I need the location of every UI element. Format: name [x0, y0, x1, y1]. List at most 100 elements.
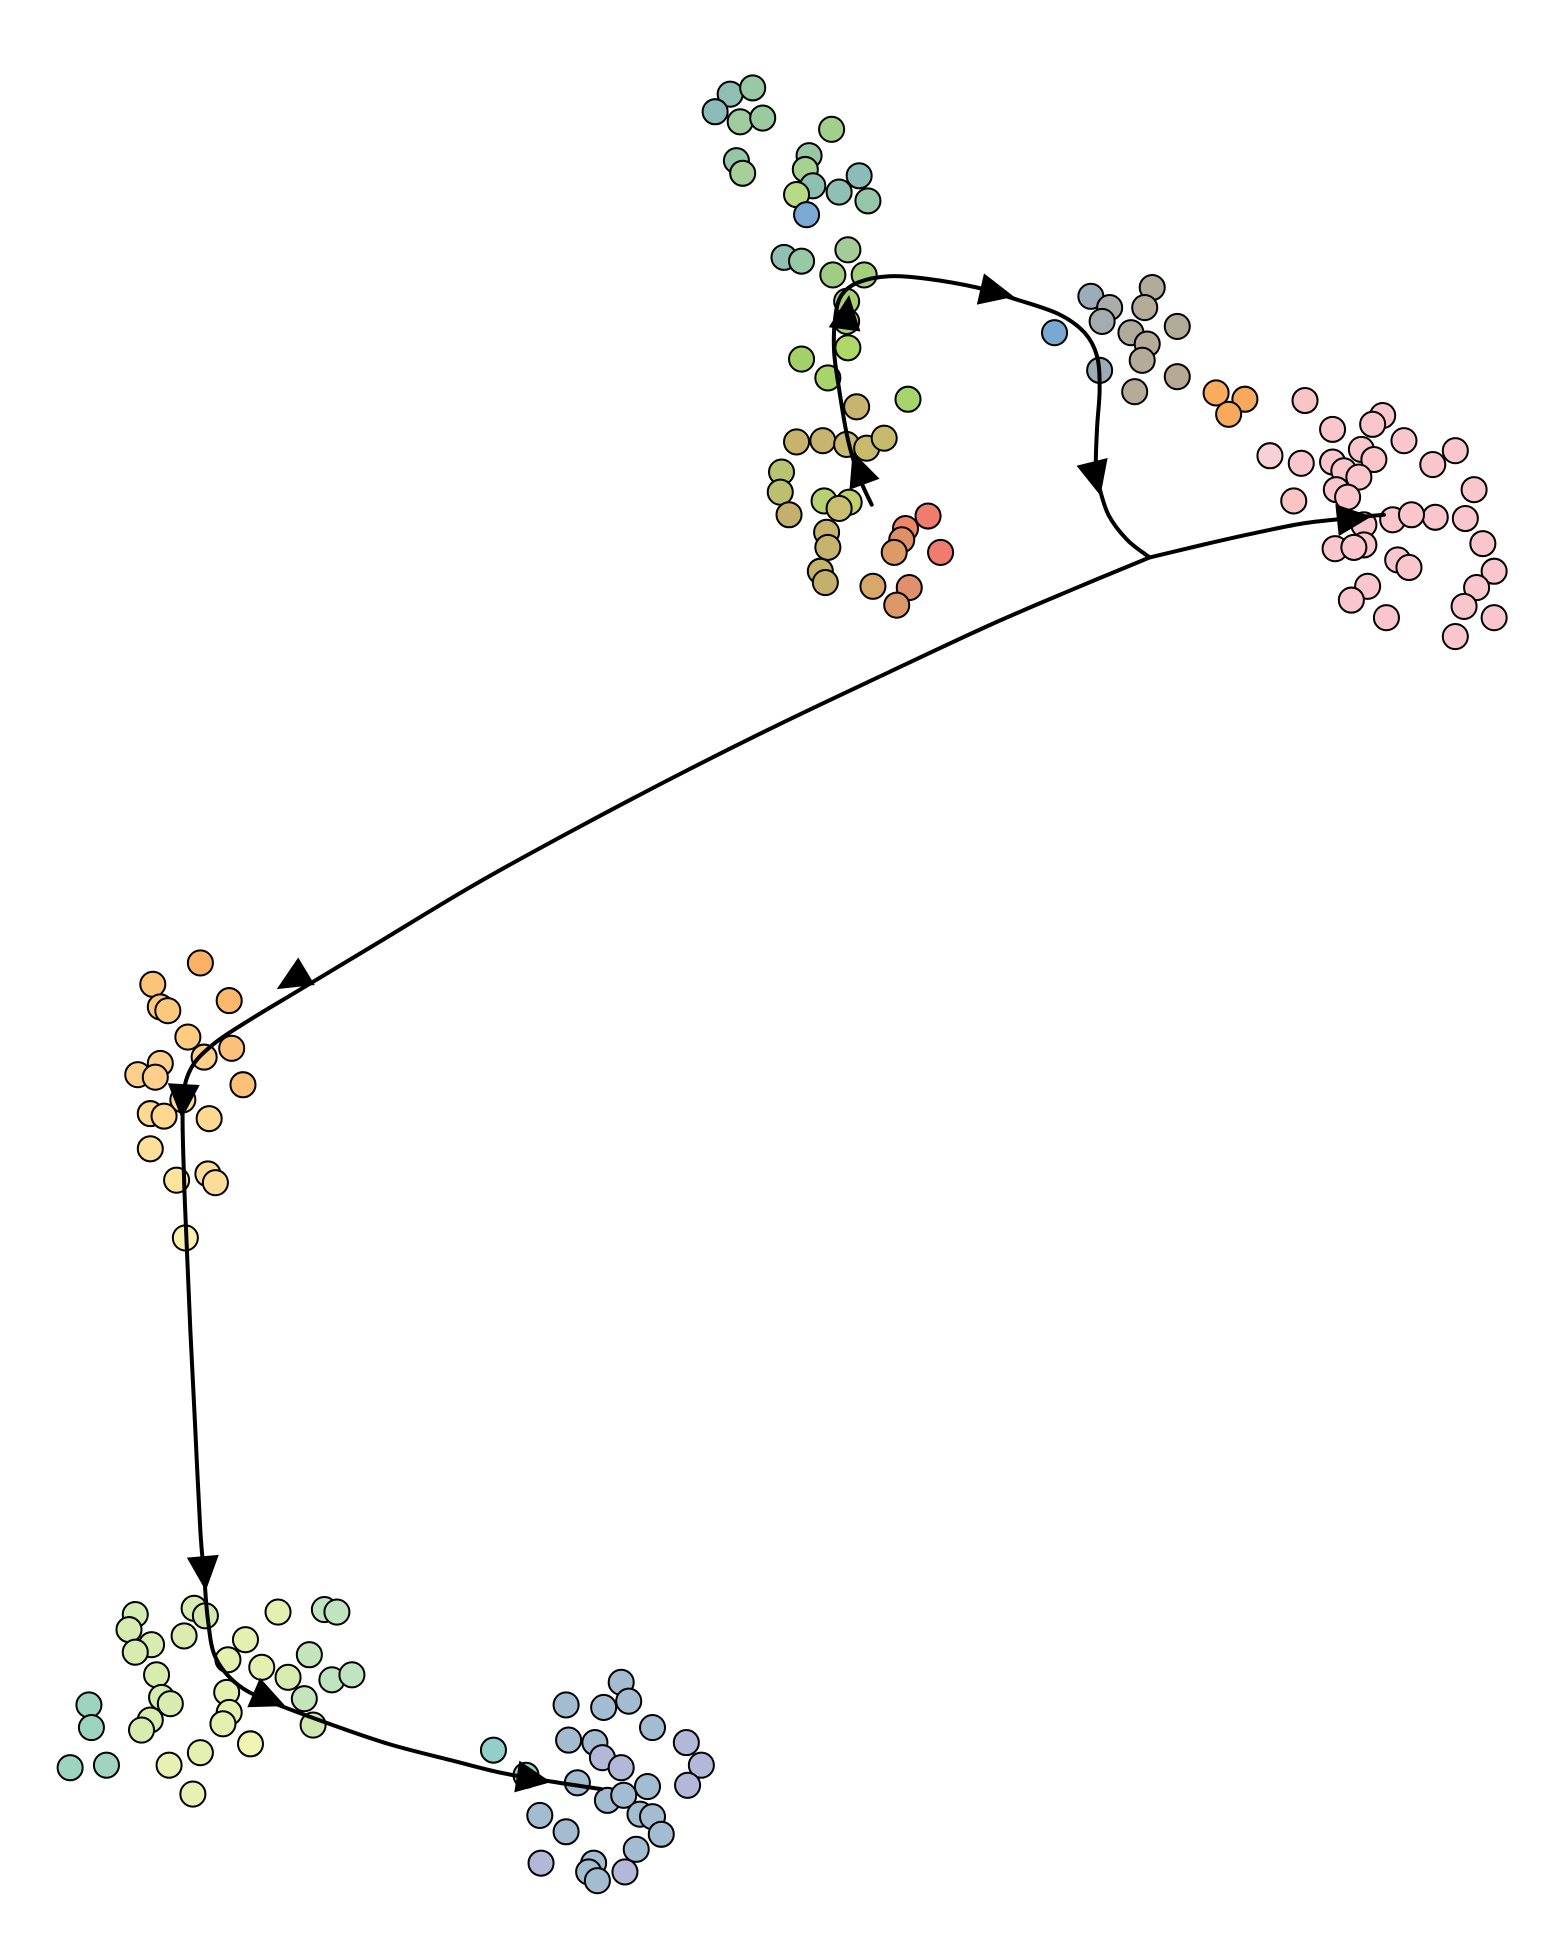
scatter-point — [726, 108, 754, 136]
scatter-point — [825, 494, 853, 523]
scatter-point — [186, 949, 214, 977]
scatter-point — [647, 1820, 675, 1848]
scatter-point — [1421, 503, 1449, 531]
trajectory-arrow-icon — [849, 451, 880, 490]
scatter-point — [1469, 530, 1497, 558]
scatter-point — [555, 1726, 583, 1754]
scatter-point — [927, 538, 955, 566]
scatter-point — [894, 385, 922, 413]
trajectory-arrow-icon — [1335, 504, 1372, 537]
scatter-point — [136, 1135, 164, 1163]
scatter-point — [231, 1626, 260, 1654]
scatter-point — [274, 1663, 302, 1691]
trajectory-arrow-icon — [514, 1760, 552, 1793]
scatter-point — [859, 572, 887, 600]
scatter-point — [552, 1818, 580, 1846]
scatter-point — [156, 1690, 184, 1718]
scatter-point — [527, 1849, 555, 1877]
scatter-point — [154, 997, 182, 1025]
scatter-point — [811, 568, 839, 597]
scatter-point — [1128, 346, 1156, 374]
scatter-point — [290, 1685, 318, 1713]
scatter-point — [1163, 363, 1191, 391]
scatter-point — [793, 201, 821, 229]
scatter-point — [214, 1646, 242, 1674]
scatter-point — [236, 1730, 265, 1758]
scatter-point — [1419, 450, 1447, 479]
trajectory-arrow-icon — [247, 1677, 286, 1708]
scatter-point — [914, 502, 942, 530]
scatter-point — [814, 364, 842, 392]
scatter-point — [1088, 307, 1116, 335]
scatter-point — [209, 1710, 237, 1738]
scatter-point — [590, 1693, 618, 1722]
scatter-point — [1291, 386, 1319, 415]
scatter-point — [139, 970, 167, 998]
scatter-point — [611, 1858, 639, 1886]
scatter-point — [1359, 410, 1387, 438]
scatter-point — [174, 1023, 202, 1051]
scatter-point — [215, 987, 243, 1015]
scatter-point — [1041, 319, 1069, 347]
scatter-point — [115, 1616, 143, 1644]
scatter-point — [766, 478, 794, 506]
scatter-point — [1480, 557, 1508, 585]
scatter-point — [1395, 553, 1423, 582]
scatter-points — [56, 74, 1508, 1895]
scatter-point — [1441, 437, 1469, 465]
scatter-point — [870, 424, 898, 452]
scatter-point — [170, 1622, 198, 1650]
scatter-point — [672, 1729, 700, 1757]
scatter-point — [1451, 504, 1479, 533]
scatter-point — [218, 1034, 246, 1062]
trajectory-arrow-icon — [186, 1554, 219, 1591]
scatter-point — [783, 428, 811, 456]
scatter-point — [729, 159, 757, 187]
scatter-point — [775, 501, 803, 529]
scatter-point — [607, 1754, 635, 1782]
scatter-point — [739, 74, 767, 102]
scatter-point — [1460, 476, 1488, 504]
scatter-point — [638, 1713, 667, 1742]
scatter-point — [1360, 445, 1388, 474]
scatter-point — [338, 1661, 366, 1689]
scatter-point — [1450, 592, 1478, 620]
scatter-point — [1287, 449, 1315, 477]
scatter-point — [143, 1661, 171, 1689]
scatter-point — [843, 393, 871, 421]
scatter-point — [92, 1751, 120, 1779]
scatter-point — [749, 104, 777, 132]
scatter-point — [121, 1638, 149, 1666]
scatter-point — [814, 533, 842, 561]
scatter-point — [622, 1835, 650, 1863]
scatter-point — [323, 1598, 351, 1626]
scatter-point — [141, 1063, 169, 1091]
scatter-point — [1345, 463, 1373, 491]
scatter-point — [834, 334, 862, 362]
scatter-point — [1397, 501, 1426, 529]
scatter-point — [701, 98, 729, 126]
trajectory-arrow-icon — [1076, 457, 1108, 496]
scatter-point — [845, 162, 873, 190]
scatter-point — [687, 1751, 715, 1779]
trajectory-segment — [180, 555, 1152, 1792]
scatter-point — [1337, 586, 1365, 614]
trajectory-arrow-icon — [167, 1083, 200, 1119]
scatter-point — [1215, 400, 1243, 428]
scatter-point — [1463, 574, 1491, 602]
scatter-point — [880, 538, 908, 566]
scatter-point — [264, 1598, 292, 1626]
scatter-point — [1372, 604, 1400, 632]
scatter-point — [610, 1781, 638, 1809]
scatter-point — [1480, 604, 1508, 632]
scatter-point — [190, 1043, 218, 1071]
scatter-point — [615, 1687, 643, 1715]
scatter-point — [883, 591, 911, 619]
scatter-point — [56, 1754, 84, 1782]
scatter-point — [788, 247, 816, 275]
scatter-point — [583, 1867, 611, 1895]
scatter-point — [1202, 379, 1230, 407]
scatter-point — [150, 1102, 178, 1130]
scatter-point — [229, 1071, 257, 1099]
